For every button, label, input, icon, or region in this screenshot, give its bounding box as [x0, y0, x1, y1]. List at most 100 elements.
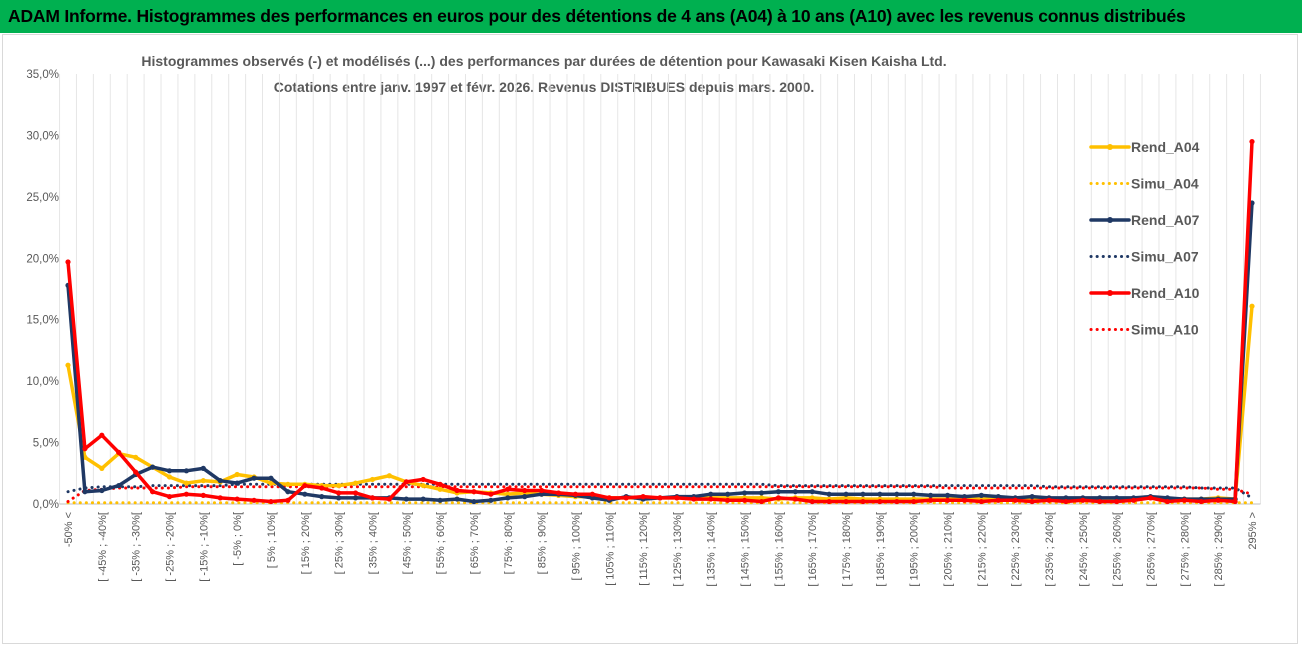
data-point	[302, 482, 308, 489]
data-point	[809, 489, 815, 495]
data-point	[911, 498, 917, 505]
x-tick-label: [ 255% ; 260%[	[1112, 512, 1124, 587]
y-tick-label: 30,0%	[26, 130, 59, 142]
data-point	[268, 498, 274, 505]
data-point	[1232, 498, 1238, 505]
data-point	[1029, 494, 1035, 500]
report-banner: ADAM Informe. Histogrammes des performan…	[0, 0, 1302, 33]
data-point	[505, 486, 511, 492]
data-point	[708, 496, 714, 502]
data-point	[741, 490, 748, 496]
data-point	[65, 362, 71, 368]
data-point	[539, 487, 545, 494]
data-point	[420, 476, 426, 483]
data-point	[251, 497, 257, 503]
data-point	[82, 489, 88, 495]
x-tick-label: [ 95% ; 100%[	[570, 512, 582, 581]
data-point	[1097, 495, 1103, 501]
y-tick-label: 35,0%	[26, 69, 59, 81]
x-tick-label: [ 115% ; 120%[	[638, 512, 650, 586]
data-point	[1215, 497, 1221, 503]
data-point	[116, 482, 122, 489]
data-point	[860, 498, 866, 505]
x-tick-label: [ 235% ; 240%[	[1044, 512, 1056, 587]
data-point	[200, 478, 206, 484]
data-point	[691, 496, 697, 502]
data-point	[860, 491, 866, 497]
series-simu-a07	[66, 482, 1254, 500]
data-point	[217, 478, 223, 484]
data-point	[758, 498, 765, 505]
x-tick-label: [ 225% ; 230%[	[1010, 512, 1022, 587]
x-tick-label: [ 275% ; 280%[	[1179, 512, 1191, 587]
data-point	[166, 494, 173, 500]
x-tick-label: [ 155% ; 160%[	[773, 512, 785, 587]
data-point	[1198, 498, 1204, 505]
x-tick-label: [ 5% ; 10%[	[266, 512, 278, 568]
data-point	[1063, 495, 1069, 501]
legend-label: Simu_A10	[1131, 322, 1199, 338]
chart-title: Histogrammes observés (-) et modélisés (…	[141, 53, 946, 69]
data-point	[826, 498, 832, 505]
x-tick-label: [ 215% ; 220%[	[976, 512, 988, 587]
data-point	[488, 497, 494, 503]
data-point	[944, 492, 951, 498]
data-point	[488, 491, 494, 497]
data-point	[234, 471, 240, 478]
x-tick-label: [ 245% ; 250%[	[1078, 512, 1090, 587]
data-point	[928, 497, 934, 503]
data-point	[623, 495, 629, 501]
data-point	[843, 491, 849, 497]
data-point	[268, 480, 274, 486]
data-point	[674, 495, 680, 501]
data-point	[1046, 497, 1052, 503]
data-point	[961, 497, 968, 503]
x-tick-label: [ 135% ; 140%[	[706, 512, 718, 587]
x-tick-label: [ 125% ; 130%[	[672, 512, 684, 587]
data-point	[606, 495, 612, 501]
data-point	[877, 491, 883, 497]
data-point	[1249, 138, 1255, 145]
x-tick-label: [ -15% ; -10%[	[198, 512, 210, 582]
data-point	[403, 479, 409, 485]
data-point	[437, 486, 443, 492]
data-point	[555, 490, 562, 496]
x-tick-label: [ 285% ; 290%[	[1213, 512, 1225, 587]
data-point	[589, 495, 595, 501]
data-point	[995, 497, 1001, 503]
data-point	[369, 476, 376, 483]
y-tick-label: 25,0%	[26, 192, 59, 204]
data-point	[589, 491, 595, 497]
data-point	[843, 495, 849, 501]
x-tick-label: [ 175% ; 180%[	[841, 512, 853, 587]
data-point	[200, 465, 206, 471]
x-tick-label: [ 195% ; 200%[	[909, 512, 921, 587]
x-tick-label: -50% <	[63, 512, 75, 547]
data-point	[657, 495, 663, 501]
data-point	[454, 496, 460, 502]
data-point	[741, 497, 748, 503]
x-tick-label: [ 45% ; 50%[	[401, 512, 413, 574]
data-point	[336, 490, 342, 496]
legend-label: Simu_A07	[1131, 249, 1199, 265]
data-point	[437, 481, 443, 487]
data-point	[894, 491, 900, 497]
data-point	[877, 498, 883, 505]
x-tick-label: [ 165% ; 170%[	[807, 512, 819, 587]
data-point	[1249, 303, 1255, 309]
data-point	[352, 490, 359, 496]
data-point	[894, 498, 900, 505]
legend-label: Rend_A10	[1131, 285, 1200, 301]
data-point	[978, 498, 984, 505]
data-point	[1114, 495, 1120, 501]
data-point	[471, 489, 477, 495]
data-point	[65, 259, 71, 265]
data-point	[352, 495, 359, 501]
series-group	[65, 138, 1255, 505]
data-point	[133, 469, 139, 475]
data-point	[505, 491, 511, 497]
data-point	[928, 492, 934, 498]
data-point	[978, 492, 984, 498]
data-point	[82, 446, 88, 452]
data-point	[826, 491, 832, 497]
